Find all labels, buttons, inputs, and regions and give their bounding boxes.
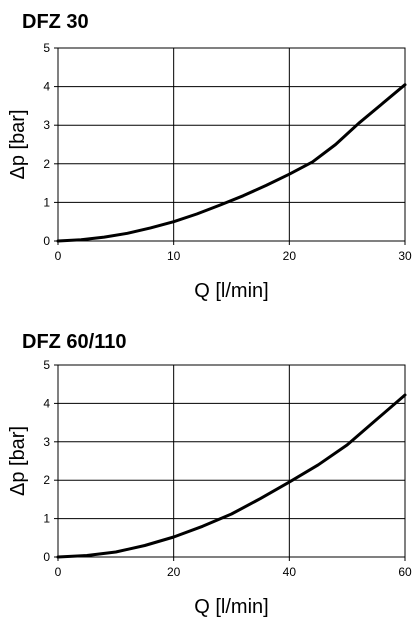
chart-1-ytick-label: 0 — [43, 234, 50, 248]
chart-1-xtick-label: 0 — [55, 249, 62, 263]
chart-1-xtick-label: 20 — [283, 249, 297, 263]
chart-2-plot-frame — [57, 364, 406, 558]
chart-2-ytick-label: 3 — [43, 435, 50, 449]
chart-2-title: DFZ 60/110 — [22, 331, 127, 353]
chart-2-x-axis-label: Q [l/min] — [194, 596, 268, 618]
chart-2-ytick-label: 5 — [43, 358, 50, 372]
chart-1-xtick-label: 30 — [398, 249, 412, 263]
chart-2-ytick-label: 0 — [43, 550, 50, 564]
chart-1-ytick-label: 5 — [43, 41, 50, 55]
chart-2-xtick-label: 60 — [398, 565, 412, 579]
chart-1-ytick-label: 3 — [43, 118, 50, 132]
chart-2-ytick-label: 1 — [43, 512, 50, 526]
chart-1-xtick-label: 10 — [167, 249, 181, 263]
chart-2-y-axis-label: Δp [bar] — [7, 426, 29, 496]
chart-2-xtick-label: 40 — [283, 565, 297, 579]
chart-1-plot-frame — [57, 47, 406, 242]
chart-1-y-axis-label: Δp [bar] — [7, 109, 29, 179]
chart-2-ytick-label: 4 — [43, 396, 50, 410]
chart-1-series-line — [56, 83, 407, 243]
chart-2-xtick-label: 0 — [55, 565, 62, 579]
chart-1-x-axis-label: Q [l/min] — [194, 280, 268, 302]
chart-2-series-line — [56, 393, 407, 559]
chart-1-ytick-label: 1 — [43, 195, 50, 209]
chart-2-xtick-label: 20 — [167, 565, 181, 579]
chart-2-ytick-label: 2 — [43, 473, 50, 487]
chart-1-ytick-label: 4 — [43, 80, 50, 94]
chart-1-ytick-label: 2 — [43, 157, 50, 171]
chart-1-title: DFZ 30 — [22, 11, 89, 33]
